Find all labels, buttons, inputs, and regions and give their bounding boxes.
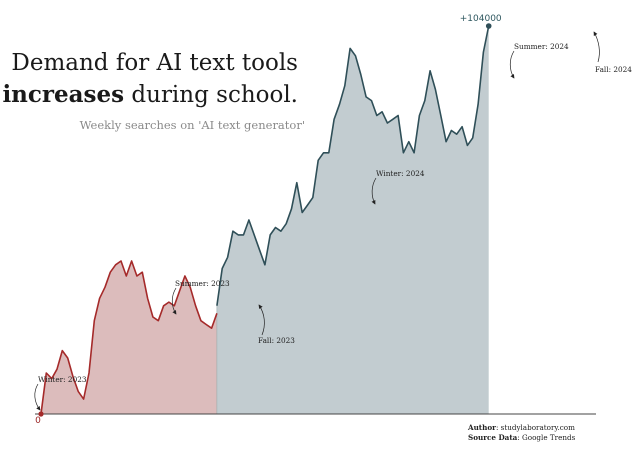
annotation-winter-2024-label: Winter: 2024 xyxy=(376,169,425,178)
source-label: Source Data xyxy=(468,433,518,442)
author-value: : studylaboratory.com xyxy=(495,423,575,432)
annotation-summer-2023-label: Summer: 2023 xyxy=(175,279,230,288)
title-line-1: Demand for AI text tools xyxy=(11,50,298,76)
author-credit: Author: studylaboratory.com xyxy=(468,423,575,433)
annotation-winter-2023: Winter: 2023 xyxy=(34,375,87,411)
end-point xyxy=(485,23,492,29)
annotation-summer-2024-label: Summer: 2024 xyxy=(514,42,569,51)
source-credit: Source Data: Google Trends xyxy=(468,433,575,443)
title-line-2-rest: during school. xyxy=(124,82,298,108)
series-2023-area xyxy=(41,261,217,414)
annotation-fall-2023: Fall: 2023 xyxy=(258,304,295,345)
source-value: : Google Trends xyxy=(517,433,576,442)
chart-title: Demand for AI text tools increases durin… xyxy=(2,48,298,111)
annotation-winter-2023-label: Winter: 2023 xyxy=(38,375,87,384)
annotation-fall-2024: Fall: 2024 xyxy=(593,31,632,74)
annotation-summer-2023-arrow xyxy=(171,287,177,315)
start-point xyxy=(38,411,44,417)
annotation-winter-2024-arrow xyxy=(371,177,377,205)
annotation-winter-2023-arrow xyxy=(34,383,41,411)
annotation-summer-2023: Summer: 2023 xyxy=(171,279,230,315)
series-2024-area xyxy=(216,26,489,414)
credits: Author: studylaboratory.com Source Data:… xyxy=(468,423,575,443)
annotation-winter-2024: Winter: 2024 xyxy=(371,169,425,205)
annotation-fall-2023-arrow xyxy=(258,304,265,336)
title-emphasis: increases xyxy=(2,81,125,108)
annotation-summer-2024: Summer: 2024 xyxy=(509,42,569,79)
series-2023-line xyxy=(40,260,218,415)
annotation-fall-2023-label: Fall: 2023 xyxy=(258,336,295,345)
annotation-fall-2024-arrow xyxy=(593,31,600,63)
series-2024-line xyxy=(216,25,490,306)
chart-subtitle: Weekly searches on 'AI text generator' xyxy=(79,118,305,132)
start-value-label: 0 xyxy=(35,416,41,426)
title-line-2: increases during school. xyxy=(2,79,298,111)
end-value-label: +104000 xyxy=(460,14,502,24)
annotation-fall-2024-label: Fall: 2024 xyxy=(595,65,632,74)
author-label: Author xyxy=(468,423,496,432)
annotation-summer-2024-arrow xyxy=(509,50,515,79)
